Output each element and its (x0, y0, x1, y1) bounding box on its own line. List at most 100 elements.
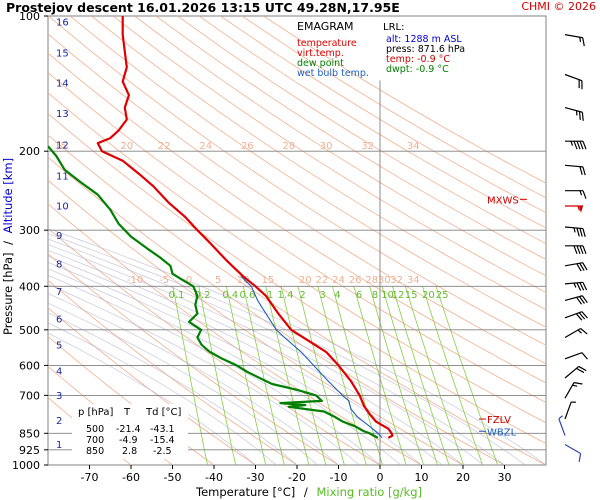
wind-barb-full (578, 111, 581, 121)
wind-barb-full (582, 190, 587, 199)
levels-table-cell: -21.4 (116, 424, 141, 435)
x-tick-label: -40 (205, 471, 223, 484)
fzlv-label: FZLV (487, 415, 511, 426)
y-axis-title: Pressure [hPa] / Altitude [km] (1, 158, 15, 335)
wind-barb-full (582, 282, 588, 291)
altitude-tick-label: 6 (56, 315, 62, 326)
adiabat-label: 28 (365, 275, 378, 286)
mixing-ratio-label: 0.1 (168, 290, 184, 301)
mixing-ratio-label: 25 (436, 290, 449, 301)
wind-barb (565, 190, 587, 199)
wind-barb (564, 262, 588, 272)
lrl-background (378, 16, 474, 81)
mixing-ratio-label: 1 (267, 290, 273, 301)
dry-adiabat-line (48, 52, 546, 384)
wind-barb-half (570, 141, 574, 146)
lrl-title: LRL: (383, 22, 404, 33)
altitude-tick-label: 1 (56, 440, 62, 451)
mixing-ratio-label: 1.4 (278, 290, 294, 301)
adiabat-label: 22 (316, 275, 329, 286)
wind-barb-full (578, 312, 586, 320)
wind-barb-full (582, 245, 587, 255)
wind-barb (564, 365, 587, 379)
lrl-temperature: temp: -0.9 °C (386, 54, 450, 65)
altitude-tick-label: 15 (56, 49, 69, 60)
wind-barb (565, 205, 583, 213)
dry-adiabat-line (91, 16, 546, 311)
wind-barb-staff (564, 311, 583, 319)
wind-barb-full (579, 296, 585, 304)
altitude-tick-label: 3 (56, 391, 62, 402)
wind-barb-full (579, 245, 584, 255)
wind-barb-full (578, 79, 580, 89)
dry-adiabat-line (48, 92, 546, 424)
wind-barb (564, 401, 576, 420)
wind-barb-full (573, 140, 578, 150)
wind-barb-full (576, 227, 580, 237)
y-tick-label: 500 (19, 324, 40, 337)
wind-barb (564, 311, 588, 321)
wind-barb-full (576, 296, 583, 305)
adiabat-label: 22 (158, 141, 171, 152)
adiabat-label: 28 (282, 141, 295, 152)
wind-barb-staff (564, 295, 583, 301)
wind-barb-full (576, 245, 581, 255)
wind-barb-half (573, 227, 576, 233)
lrl-box: LRL: alt: 1288 m ASL press: 871.6 hPa te… (378, 16, 474, 81)
wind-barb-staff (564, 382, 575, 399)
adiabat-label: 5 (215, 275, 221, 286)
wind-barb-half (575, 110, 578, 116)
adiabat-label: 24 (332, 275, 345, 286)
x-tick-label: -20 (288, 471, 306, 484)
adiabat-label: 26 (241, 141, 254, 152)
wind-barb-half (579, 190, 583, 196)
altitude-tick-label: 2 (56, 416, 62, 427)
mixing-ratio-label: 6 (356, 290, 362, 301)
wind-barb-full (581, 112, 584, 121)
adiabat-label: 10 (237, 275, 250, 286)
wind-barb-full (576, 263, 582, 272)
adiabat-label: -10 (127, 275, 143, 286)
wind-barb-full (582, 140, 587, 150)
mixing-ratio-label: 8 (372, 290, 378, 301)
wind-barb-full (581, 311, 588, 319)
y-tick-label: 300 (19, 224, 40, 237)
mixing-ratio-label: 3 (320, 290, 326, 301)
wind-barb-full (576, 282, 582, 291)
levels-table-cell: -2.5 (153, 446, 172, 457)
adiabat-label: 20 (299, 275, 312, 286)
x-axis-title: Temperature [°C] / Mixing ratio [g/kg] (195, 485, 422, 499)
wind-barb-full (582, 228, 586, 237)
wind-barb-staff (564, 443, 581, 455)
adiabat-label: 30 (320, 141, 333, 152)
wind-barb-full (580, 328, 588, 335)
wind-barb-full (576, 140, 581, 150)
adiabat-label: 30 (378, 275, 391, 286)
x-tick-label: 30 (498, 471, 512, 484)
wind-barb (564, 382, 583, 399)
wind-barb-full (581, 352, 588, 360)
wind-barb (564, 295, 588, 305)
wind-barb-full (579, 282, 585, 291)
levels-table-cell: -4.9 (119, 435, 138, 446)
wind-barb-staff (564, 352, 583, 360)
mixing-ratio-label: 10 (381, 290, 394, 301)
wind-barb-full (573, 245, 578, 255)
adiabat-label: 0 (186, 275, 192, 286)
y-axis-title-pressure: Pressure [hPa] (1, 253, 15, 336)
x-tick-label: -10 (330, 471, 348, 484)
x-tick-label: -50 (164, 471, 182, 484)
wind-barb-full (582, 166, 586, 176)
x-tick-label: 10 (415, 471, 429, 484)
wind-barbs (558, 34, 588, 463)
y-axis-title-altitude: Altitude [km] (1, 158, 15, 233)
wind-barb-full (579, 228, 583, 237)
adiabat-label: 26 (349, 275, 362, 286)
wind-barb-full (582, 262, 588, 271)
copyright-label: CHMI © 2026 (521, 0, 596, 13)
mixing-ratio-label: 0.2 (195, 290, 211, 301)
x-tick-label: -70 (81, 471, 99, 484)
mixing-ratio-label: 2 (299, 290, 305, 301)
series-line-temperature (96, 16, 394, 439)
